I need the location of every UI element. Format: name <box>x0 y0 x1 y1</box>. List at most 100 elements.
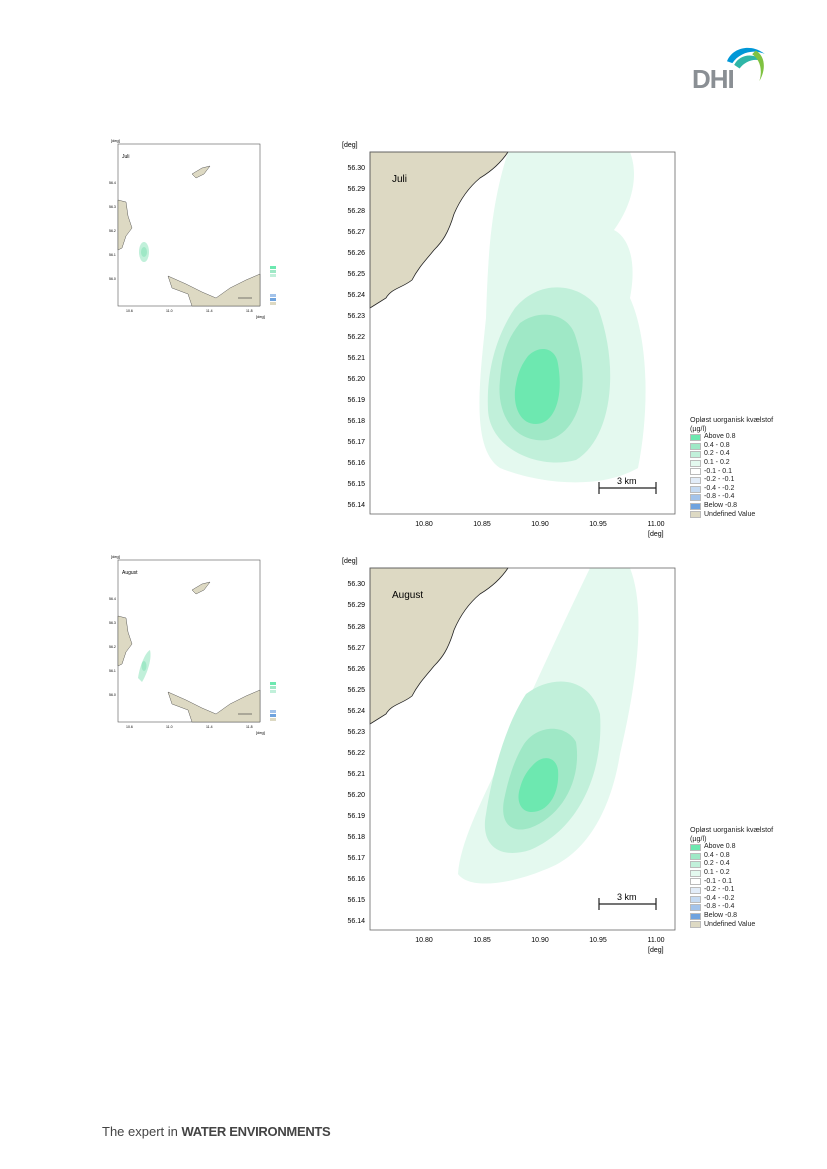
plot-frame <box>369 151 676 515</box>
svg-text:56.29: 56.29 <box>347 186 365 193</box>
legend-item: 0.2 - 0.4 <box>690 450 773 459</box>
footer-tagline: The expert in WATER ENVIRONMENTS <box>102 1124 331 1139</box>
svg-text:56.25: 56.25 <box>347 687 365 694</box>
svg-text:56.30: 56.30 <box>347 165 365 172</box>
legend-unit: (µg/l) <box>690 423 707 433</box>
svg-text:56.26: 56.26 <box>347 250 365 257</box>
svg-text:56.18: 56.18 <box>347 834 365 841</box>
thumbnail-month: Juli <box>122 154 130 160</box>
svg-text:10.6: 10.6 <box>126 725 133 729</box>
svg-text:10.95: 10.95 <box>589 521 607 528</box>
svg-text:10.85: 10.85 <box>473 937 491 944</box>
svg-text:56.23: 56.23 <box>347 729 365 736</box>
legend-item: Below -0.8 <box>690 502 773 511</box>
svg-text:56.23: 56.23 <box>347 313 365 320</box>
main-map-juli: [deg] Juli 3 km 56.30 56.29 56.28 56.27 … <box>342 142 676 538</box>
svg-text:56.24: 56.24 <box>347 708 365 715</box>
svg-text:56.27: 56.27 <box>347 645 365 652</box>
legend-item: 0.4 - 0.8 <box>690 442 773 451</box>
legend-item: Above 0.8 <box>690 843 773 852</box>
svg-text:[deg]: [deg] <box>256 730 265 735</box>
land-mass <box>369 151 509 309</box>
svg-text:[deg]: [deg] <box>648 947 664 954</box>
thumbnail-map-juli: [deg] Juli 56.4 56.3 56.2 56.1 56.0 10.6 11… <box>109 138 276 319</box>
legend-title: Opløst uorganisk kvælstof <box>690 415 774 424</box>
svg-text:56.19: 56.19 <box>347 397 365 404</box>
svg-text:56.3: 56.3 <box>109 621 116 625</box>
svg-text:11.00: 11.00 <box>648 937 665 944</box>
svg-text:56.20: 56.20 <box>347 376 365 383</box>
svg-text:11.0: 11.0 <box>166 309 173 313</box>
svg-text:August: August <box>122 570 138 576</box>
svg-text:56.18: 56.18 <box>347 418 365 425</box>
svg-text:56.3: 56.3 <box>109 205 116 209</box>
y-tick-labels: 56.30 56.29 56.28 56.27 56.26 56.25 56.2… <box>347 165 365 509</box>
svg-text:56.15: 56.15 <box>347 897 365 904</box>
svg-text:10.6: 10.6 <box>126 309 133 313</box>
svg-text:[deg]: [deg] <box>111 554 120 559</box>
svg-text:56.2: 56.2 <box>109 645 116 649</box>
svg-text:56.4: 56.4 <box>109 597 116 601</box>
legend-item: -0.1 - 0.1 <box>690 878 773 887</box>
legend-item: 0.1 - 0.2 <box>690 869 773 878</box>
legend-item: Undefined Value <box>690 511 773 520</box>
scale-bar: 3 km <box>598 892 657 910</box>
svg-text:56.30: 56.30 <box>347 581 365 588</box>
svg-text:3 km: 3 km <box>617 892 637 902</box>
svg-text:10.80: 10.80 <box>415 521 433 528</box>
footer-bold: WATER ENVIRONMENTS <box>181 1124 331 1139</box>
svg-text:56.24: 56.24 <box>347 292 365 299</box>
legend-item: 0.1 - 0.2 <box>690 459 773 468</box>
svg-text:11.4: 11.4 <box>206 309 213 313</box>
svg-text:10.95: 10.95 <box>589 937 607 944</box>
svg-text:11.8: 11.8 <box>246 309 253 313</box>
legend-item: -0.8 - -0.4 <box>690 903 773 912</box>
svg-text:56.1: 56.1 <box>109 253 116 257</box>
svg-text:56.17: 56.17 <box>347 855 365 862</box>
svg-text:11.0: 11.0 <box>166 725 173 729</box>
svg-text:[deg]: [deg] <box>256 314 265 319</box>
svg-text:10.85: 10.85 <box>473 521 491 528</box>
y-tick-labels: 56.30 56.29 56.28 56.27 56.26 56.25 56.2… <box>347 581 365 925</box>
svg-text:10.90: 10.90 <box>531 521 549 528</box>
svg-text:56.2: 56.2 <box>109 229 116 233</box>
svg-text:11.8: 11.8 <box>246 725 253 729</box>
svg-text:56.15: 56.15 <box>347 481 365 488</box>
axis-unit-top: [deg] <box>342 142 358 149</box>
svg-text:56.14: 56.14 <box>347 502 365 509</box>
legend-item: -0.4 - -0.2 <box>690 895 773 904</box>
axis-unit-right: [deg] <box>648 531 664 538</box>
contour-field <box>479 152 646 483</box>
svg-text:56.22: 56.22 <box>347 334 365 341</box>
svg-text:11.00: 11.00 <box>648 521 665 528</box>
svg-text:56.14: 56.14 <box>347 918 365 925</box>
legend-juli: Opløst uorganisk kvælstof (µg/l) Above 0… <box>690 415 774 520</box>
month-label: August <box>392 590 423 601</box>
scale-bar: 3 km <box>598 476 657 494</box>
main-map-august: [deg] August 3 km 56.30 56.29 56.28 56.2… <box>342 558 676 954</box>
x-tick-labels: 10.80 10.85 10.90 10.95 11.00 <box>415 937 664 944</box>
svg-text:10.90: 10.90 <box>531 937 549 944</box>
legend-item: Below -0.8 <box>690 912 773 921</box>
svg-text:56.27: 56.27 <box>347 229 365 236</box>
legend-item: 0.2 - 0.4 <box>690 860 773 869</box>
svg-text:10.80: 10.80 <box>415 937 433 944</box>
svg-text:56.26: 56.26 <box>347 666 365 673</box>
svg-text:56.29: 56.29 <box>347 602 365 609</box>
logo-text: DHI <box>692 64 735 94</box>
svg-text:56.17: 56.17 <box>347 439 365 446</box>
svg-text:56.28: 56.28 <box>347 208 365 215</box>
svg-text:11.4: 11.4 <box>206 725 213 729</box>
svg-text:56.22: 56.22 <box>347 750 365 757</box>
svg-text:56.16: 56.16 <box>347 876 365 883</box>
legend-item: -0.2 - -0.1 <box>690 476 773 485</box>
legend-item: -0.4 - -0.2 <box>690 485 773 494</box>
legend-title: Opløst uorganisk kvælstof <box>690 825 774 834</box>
month-label: Juli <box>392 174 407 185</box>
land-mass <box>369 567 509 725</box>
legend-item: -0.2 - -0.1 <box>690 886 773 895</box>
svg-text:3 km: 3 km <box>617 476 637 486</box>
dhi-wave-logo-icon <box>727 47 765 82</box>
svg-text:56.28: 56.28 <box>347 624 365 631</box>
svg-text:56.20: 56.20 <box>347 792 365 799</box>
